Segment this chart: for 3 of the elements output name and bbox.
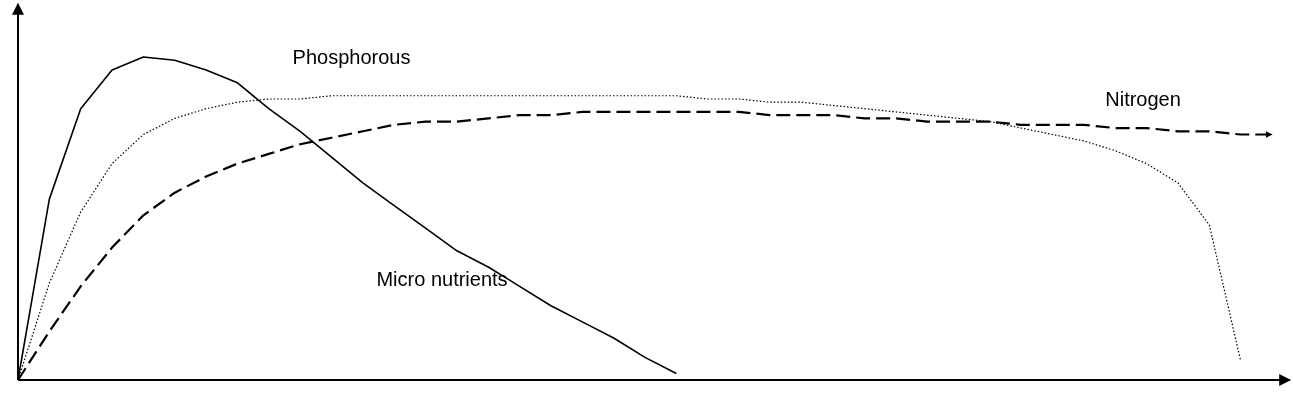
series-label: Phosphorous [292, 45, 411, 68]
series-label: Nitrogen [1105, 88, 1181, 111]
series-label: Micro nutrients [376, 268, 508, 291]
